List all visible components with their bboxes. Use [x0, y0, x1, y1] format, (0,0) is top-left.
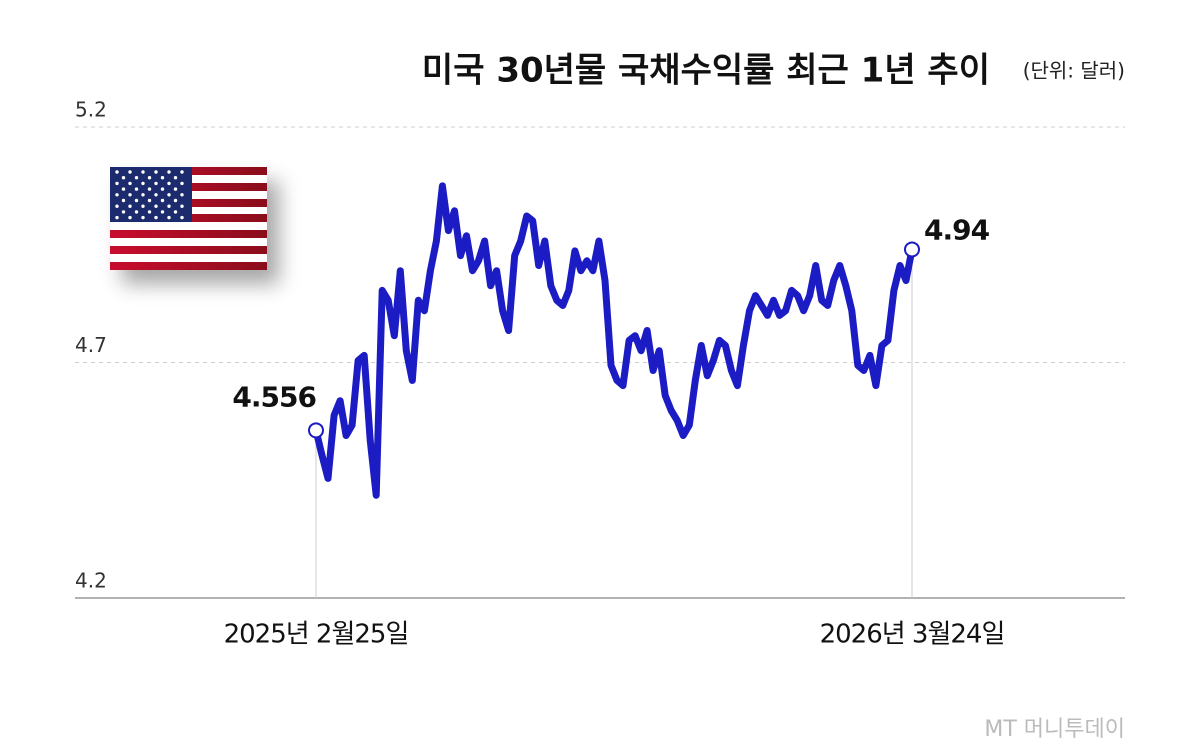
star: [134, 198, 139, 203]
star: [115, 193, 119, 197]
star: [128, 170, 132, 174]
chart-subtitle: (단위: 달러): [1023, 59, 1125, 83]
star: [121, 210, 126, 214]
star: [167, 193, 171, 197]
star: [147, 210, 152, 214]
star: [173, 176, 178, 180]
star: [173, 198, 178, 203]
star: [147, 176, 152, 180]
star: [154, 170, 158, 174]
star: [160, 176, 165, 180]
star: [154, 215, 158, 220]
data-label: 4.556: [232, 380, 316, 413]
star: [154, 204, 158, 208]
star: [128, 215, 132, 220]
star: [134, 187, 139, 191]
star: [147, 198, 152, 203]
source: MT 머니투데이: [984, 717, 1125, 742]
point-marker: [308, 422, 324, 439]
chart-title: 미국 30년물 국채수익률 최근 1년 추이: [422, 51, 990, 91]
star: [160, 198, 165, 203]
star: [160, 210, 165, 214]
star: [141, 181, 145, 186]
star: [141, 193, 145, 197]
x-tick-label: 2025년 2월25일: [224, 620, 409, 650]
x-tick-label: 2026년 3월24일: [820, 620, 1005, 650]
star: [180, 181, 184, 186]
star: [121, 187, 126, 191]
star: [180, 204, 184, 208]
star: [167, 181, 171, 186]
star: [128, 181, 132, 186]
star: [134, 210, 139, 214]
y-tick-label: 4.2: [75, 569, 107, 593]
star: [128, 204, 132, 208]
star: [121, 198, 126, 203]
star: [167, 204, 171, 208]
star: [115, 215, 119, 220]
star: [115, 181, 119, 186]
star: [173, 210, 178, 214]
line-series: [312, 182, 916, 499]
star: [167, 215, 171, 220]
star: [134, 176, 139, 180]
star: [141, 170, 145, 174]
star: [115, 170, 119, 174]
y-tick-label: 5.2: [75, 98, 107, 122]
star: [141, 215, 145, 220]
star: [160, 187, 165, 191]
star: [167, 170, 171, 174]
star: [180, 215, 184, 220]
star: [180, 193, 184, 197]
flag: [110, 167, 267, 270]
star: [147, 187, 152, 191]
star: [173, 187, 178, 191]
star: [180, 170, 184, 174]
star: [128, 193, 132, 197]
star: [121, 176, 126, 180]
y-tick-label: 4.7: [75, 333, 107, 357]
data-label: 4.94: [924, 213, 990, 246]
star: [141, 204, 145, 208]
star: [154, 193, 158, 197]
star: [154, 181, 158, 186]
point-marker: [904, 241, 920, 258]
star: [115, 204, 119, 208]
